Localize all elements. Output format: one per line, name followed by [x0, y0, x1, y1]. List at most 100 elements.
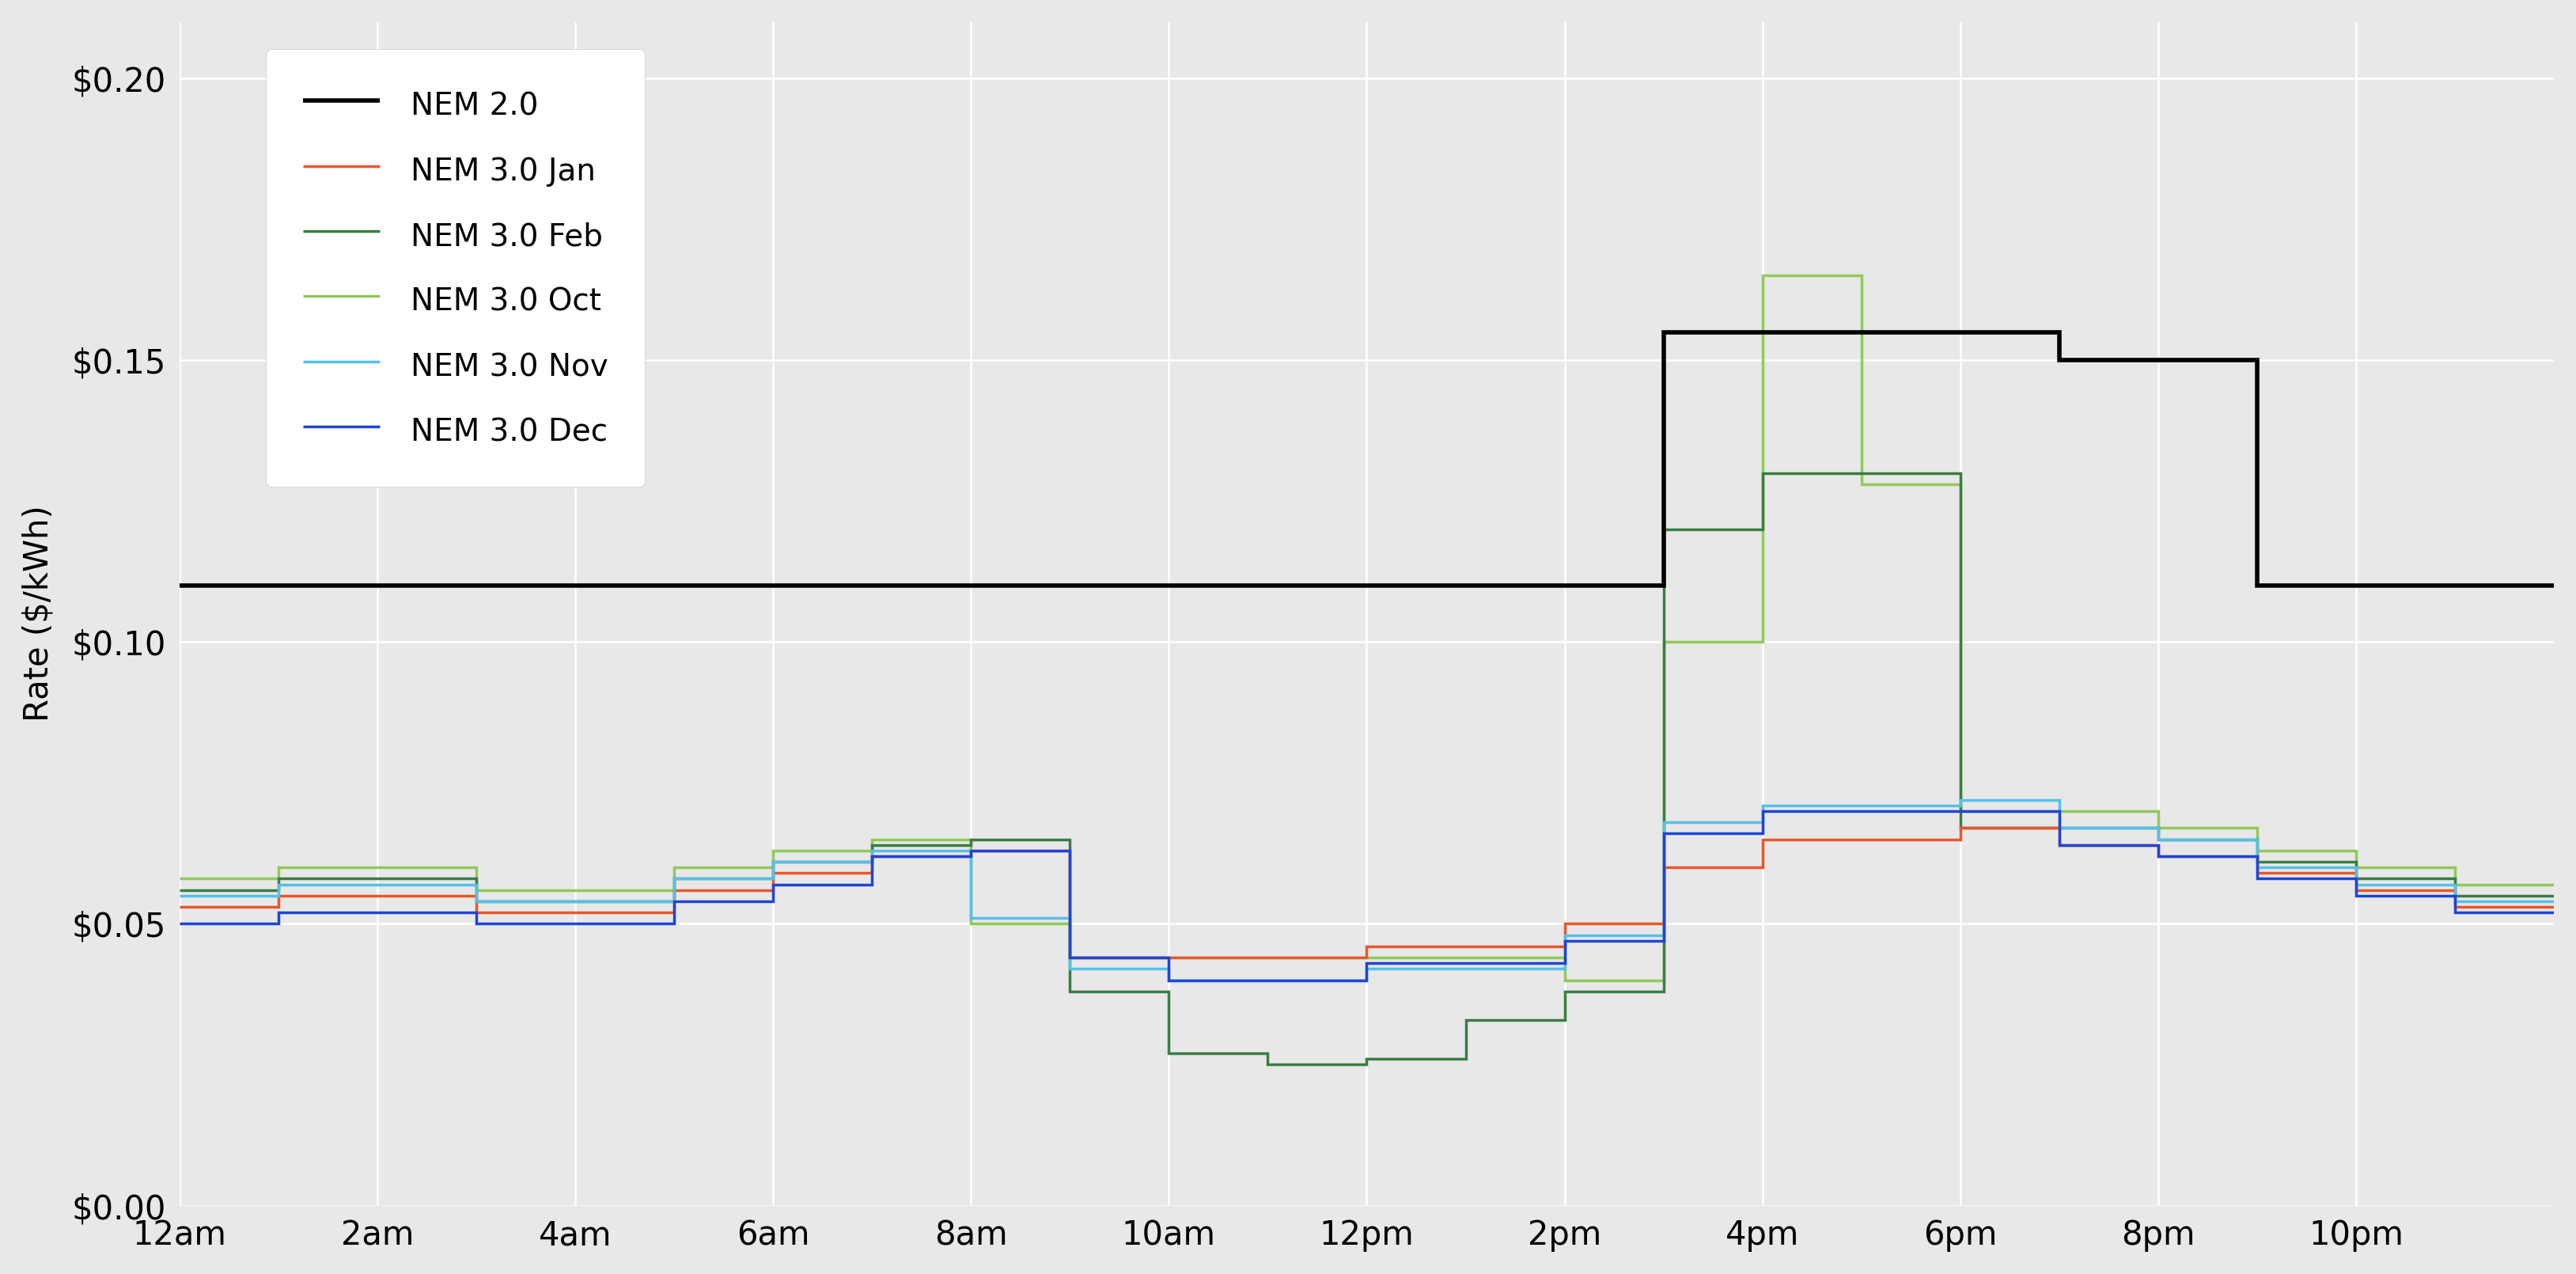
NEM 2.0	[2043, 353, 2074, 368]
NEM 3.0 Dec	[2143, 837, 2174, 852]
NEM 3.0 Dec	[2143, 848, 2174, 864]
NEM 3.0 Feb	[2342, 854, 2372, 869]
NEM 3.0 Oct	[1945, 804, 1976, 819]
NEM 3.0 Nov	[1747, 798, 1777, 813]
NEM 3.0 Dec	[1548, 956, 1579, 971]
NEM 3.0 Dec	[263, 905, 294, 920]
NEM 3.0 Feb	[165, 883, 196, 898]
NEM 3.0 Dec	[1649, 826, 1680, 841]
NEM 3.0 Nov	[2043, 792, 2074, 808]
NEM 3.0 Jan	[2241, 848, 2272, 864]
NEM 3.0 Dec	[1649, 933, 1680, 948]
NEM 3.0 Oct	[2439, 877, 2470, 892]
NEM 3.0 Nov	[1649, 814, 1680, 829]
NEM 3.0 Oct	[461, 860, 492, 875]
NEM 3.0 Nov	[1548, 961, 1579, 976]
NEM 3.0 Jan	[757, 865, 788, 880]
NEM 3.0 Jan	[2043, 820, 2074, 836]
NEM 3.0 Nov	[461, 877, 492, 892]
NEM 3.0 Feb	[2537, 888, 2568, 903]
NEM 3.0 Jan	[2043, 837, 2074, 852]
Line: NEM 3.0 Jan: NEM 3.0 Jan	[180, 828, 2553, 958]
NEM 3.0 Dec	[263, 916, 294, 931]
NEM 3.0 Feb	[2241, 854, 2272, 869]
NEM 3.0 Oct	[263, 860, 294, 875]
NEM 3.0 Feb	[956, 837, 987, 852]
NEM 3.0 Oct	[659, 860, 690, 875]
NEM 3.0 Feb	[855, 854, 886, 869]
NEM 3.0 Oct	[2241, 820, 2272, 836]
NEM 3.0 Dec	[1054, 843, 1084, 859]
NEM 3.0 Oct	[2342, 843, 2372, 859]
NEM 3.0 Jan	[1548, 916, 1579, 931]
NEM 3.0 Nov	[1054, 911, 1084, 926]
NEM 3.0 Oct	[2537, 877, 2568, 892]
NEM 3.0 Dec	[2342, 888, 2372, 903]
NEM 3.0 Dec	[956, 848, 987, 864]
NEM 3.0 Jan	[1945, 820, 1976, 836]
NEM 3.0 Nov	[2342, 860, 2372, 875]
NEM 3.0 Dec	[757, 877, 788, 892]
NEM 3.0 Jan	[1054, 950, 1084, 966]
NEM 3.0 Nov	[2537, 893, 2568, 908]
NEM 3.0 Oct	[1649, 972, 1680, 987]
NEM 3.0 Jan	[956, 848, 987, 864]
NEM 3.0 Oct	[2439, 860, 2470, 875]
NEM 3.0 Feb	[757, 871, 788, 887]
NEM 3.0 Oct	[1945, 476, 1976, 492]
NEM 3.0 Dec	[1548, 933, 1579, 948]
NEM 3.0 Dec	[659, 916, 690, 931]
NEM 3.0 Jan	[1649, 860, 1680, 875]
NEM 3.0 Nov	[2241, 860, 2272, 875]
NEM 3.0 Nov	[855, 854, 886, 869]
NEM 3.0 Dec	[461, 905, 492, 920]
NEM 3.0 Feb	[2143, 832, 2174, 847]
NEM 3.0 Nov	[956, 843, 987, 859]
Line: NEM 3.0 Feb: NEM 3.0 Feb	[180, 473, 2553, 1065]
NEM 3.0 Oct	[1847, 268, 1878, 283]
NEM 3.0 Oct	[757, 860, 788, 875]
NEM 2.0	[165, 578, 196, 594]
NEM 3.0 Feb	[757, 854, 788, 869]
NEM 3.0 Feb	[2342, 871, 2372, 887]
NEM 3.0 Dec	[2043, 804, 2074, 819]
NEM 3.0 Feb	[1649, 984, 1680, 999]
NEM 3.0 Jan	[1154, 950, 1185, 966]
NEM 3.0 Nov	[263, 888, 294, 903]
NEM 3.0 Oct	[1747, 268, 1777, 283]
NEM 3.0 Feb	[263, 883, 294, 898]
NEM 3.0 Feb	[1945, 465, 1976, 480]
NEM 3.0 Feb	[1054, 984, 1084, 999]
NEM 3.0 Jan	[165, 899, 196, 915]
NEM 3.0 Jan	[1154, 950, 1185, 966]
NEM 3.0 Jan	[1747, 832, 1777, 847]
NEM 3.0 Jan	[2241, 865, 2272, 880]
Legend: NEM 2.0, NEM 3.0 Jan, NEM 3.0 Feb, NEM 3.0 Oct, NEM 3.0 Nov, NEM 3.0 Dec: NEM 2.0, NEM 3.0 Jan, NEM 3.0 Feb, NEM 3…	[265, 50, 644, 487]
NEM 2.0	[2241, 578, 2272, 594]
NEM 3.0 Jan	[2439, 883, 2470, 898]
NEM 3.0 Oct	[2241, 843, 2272, 859]
NEM 3.0 Nov	[2143, 832, 2174, 847]
NEM 3.0 Nov	[1352, 972, 1383, 987]
NEM 2.0	[2241, 353, 2272, 368]
NEM 3.0 Feb	[2439, 871, 2470, 887]
NEM 3.0 Oct	[1548, 972, 1579, 987]
NEM 3.0 Nov	[1945, 798, 1976, 813]
NEM 3.0 Nov	[659, 871, 690, 887]
NEM 3.0 Oct	[659, 883, 690, 898]
NEM 3.0 Feb	[2439, 888, 2470, 903]
NEM 3.0 Dec	[1945, 804, 1976, 819]
NEM 3.0 Nov	[1054, 961, 1084, 976]
NEM 3.0 Nov	[1352, 961, 1383, 976]
NEM 3.0 Oct	[1054, 950, 1084, 966]
NEM 3.0 Jan	[461, 888, 492, 903]
NEM 3.0 Oct	[2143, 820, 2174, 836]
NEM 3.0 Jan	[2537, 899, 2568, 915]
NEM 3.0 Jan	[1649, 916, 1680, 931]
Line: NEM 3.0 Nov: NEM 3.0 Nov	[180, 800, 2553, 980]
NEM 3.0 Jan	[757, 883, 788, 898]
NEM 3.0 Jan	[263, 899, 294, 915]
NEM 3.0 Oct	[1847, 476, 1878, 492]
NEM 3.0 Jan	[461, 905, 492, 920]
NEM 3.0 Oct	[956, 832, 987, 847]
